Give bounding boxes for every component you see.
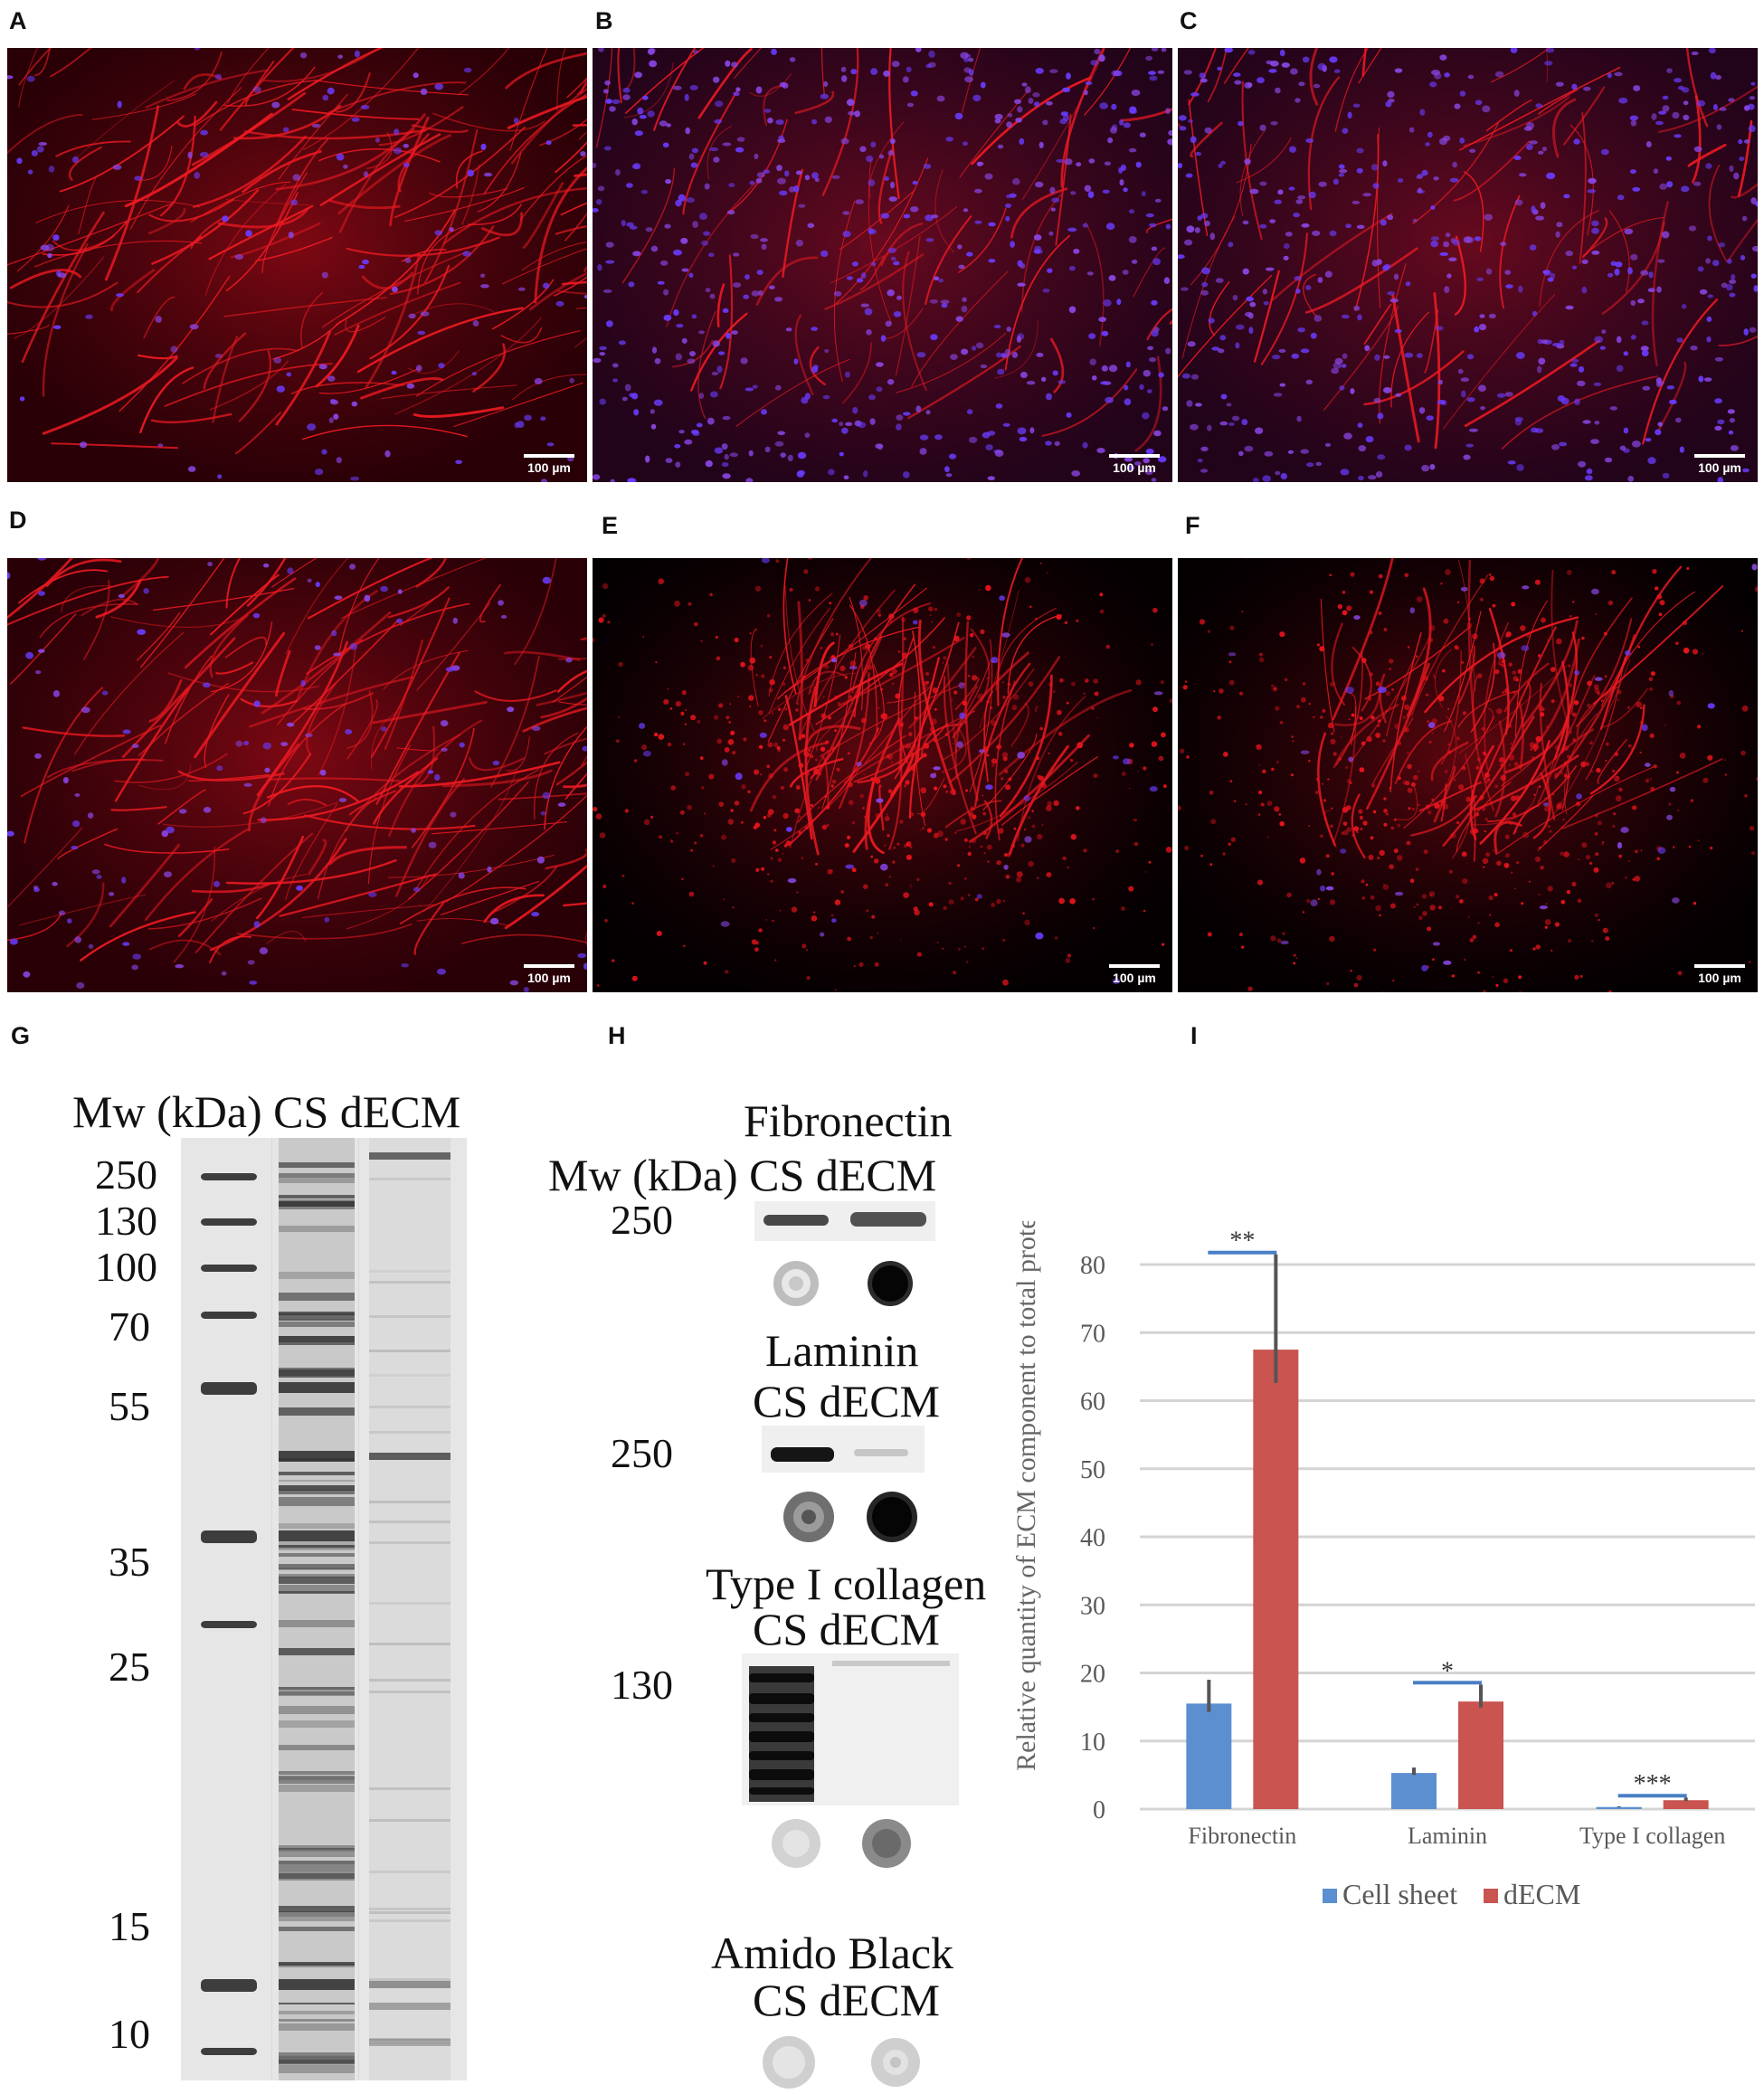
micrograph-e: 100 µm <box>593 558 1172 992</box>
scale-bar-d: 100 µm <box>524 964 574 985</box>
gel-marker-label: 25 <box>109 1644 150 1690</box>
chart-x-labels: Fibronectin Laminin Type I collagen <box>1188 1823 1725 1849</box>
y-tick-label: 50 <box>1080 1456 1105 1484</box>
gel-marker-label: 55 <box>109 1383 150 1429</box>
bar-chart: Relative quantity of ECM component to to… <box>1011 1221 1755 1910</box>
blot-fibronectin <box>754 1201 935 1306</box>
panel-letter-d: D <box>9 507 27 534</box>
bar-decm <box>1663 1800 1709 1809</box>
panel-letter-h: H <box>608 1022 626 1049</box>
micrograph-d: 100 µm <box>7 558 587 992</box>
y-tick-label: 10 <box>1080 1729 1105 1757</box>
blot-collagen-lanes: CS dECM <box>753 1604 941 1654</box>
gel-marker-label: 250 <box>95 1151 157 1198</box>
legend-label: Cell sheet <box>1342 1878 1457 1910</box>
gel-marker-label: 130 <box>95 1198 157 1244</box>
panel-letter-i: I <box>1190 1022 1198 1049</box>
gel-decm-lane <box>369 1138 450 2080</box>
gel-marker-label: 100 <box>95 1244 157 1290</box>
micrograph-a: 100 µm <box>7 48 587 482</box>
y-axis-label: Relative quantity of ECM component to to… <box>1011 1221 1041 1771</box>
panel-letter-g: G <box>11 1022 31 1049</box>
scale-bar-c: 100 µm <box>1694 454 1745 475</box>
gel-marker-label: 15 <box>109 1903 150 1949</box>
blot-laminin-lanes: CS dECM <box>753 1376 941 1426</box>
scale-bar-f: 100 µm <box>1694 964 1745 985</box>
bar-cell-sheet <box>1596 1806 1642 1809</box>
significance-marker: * <box>1441 1657 1454 1685</box>
chart-bars: ****** <box>1186 1227 1709 1809</box>
blot-amido-title: Amido Black <box>711 1928 954 1978</box>
y-tick-label: 0 <box>1093 1796 1105 1824</box>
y-tick-label: 20 <box>1080 1661 1105 1689</box>
gel-marker-label: 70 <box>109 1303 150 1350</box>
panel-letter-b: B <box>595 7 613 34</box>
bar-decm <box>1458 1701 1503 1809</box>
blot-fibronectin-mw: 250 <box>611 1197 673 1243</box>
y-tick-label: 30 <box>1080 1592 1105 1620</box>
significance-marker: ** <box>1229 1227 1255 1255</box>
panel-letter-e: E <box>602 512 619 539</box>
y-tick-label: 70 <box>1080 1320 1105 1348</box>
panel-letter-c: C <box>1180 7 1198 34</box>
chart-y-ticks: 0 10 20 30 40 50 60 70 80 <box>1080 1252 1105 1824</box>
x-category-label: Laminin <box>1408 1823 1487 1849</box>
y-tick-label: 60 <box>1080 1388 1105 1417</box>
gel-cs-lane <box>279 1138 355 2080</box>
bar-decm <box>1253 1350 1299 1809</box>
blot-laminin-title: Laminin <box>765 1325 919 1376</box>
bar-cell-sheet <box>1186 1703 1232 1809</box>
scale-bar-e: 100 µm <box>1109 964 1160 985</box>
x-category-label: Type I collagen <box>1579 1823 1725 1849</box>
micrograph-c: 100 µm <box>1178 48 1758 482</box>
legend-swatch <box>1484 1889 1498 1903</box>
blot-collagen-mw: 130 <box>611 1662 673 1708</box>
gel-ladder-lane <box>201 1173 257 2055</box>
gel-marker-label: 10 <box>109 2011 150 2057</box>
gel-marker-label: 35 <box>109 1539 150 1585</box>
blot-collagen-title: Type I collagen <box>706 1559 987 1609</box>
bar-cell-sheet <box>1391 1773 1437 1809</box>
gel-header: Mw (kDa) CS dECM <box>72 1086 461 1137</box>
x-category-label: Fibronectin <box>1188 1823 1296 1849</box>
blot-amido-lanes: CS dECM <box>753 1975 941 2025</box>
chart-legend: Cell sheet dECM <box>1323 1878 1580 1910</box>
blot-amido <box>763 2036 920 2089</box>
y-tick-label: 40 <box>1080 1524 1105 1552</box>
panel-letter-a: A <box>9 7 27 34</box>
significance-marker: *** <box>1634 1770 1672 1798</box>
micrograph-f: 100 µm <box>1178 558 1758 992</box>
blot-laminin <box>762 1426 925 1542</box>
panel-letter-f: F <box>1185 512 1200 539</box>
blot-fibronectin-title: Fibronectin <box>744 1095 953 1146</box>
scale-bar-a: 100 µm <box>524 454 574 475</box>
chart-gridlines <box>1140 1263 1755 1811</box>
scale-bar-b: 100 µm <box>1109 454 1160 475</box>
legend-swatch <box>1323 1889 1337 1903</box>
blot-collagen <box>742 1653 959 1868</box>
blot-fibronectin-header: Mw (kDa) CS dECM <box>548 1150 937 1200</box>
gel-image <box>181 1138 467 2080</box>
micrograph-b: 100 µm <box>593 48 1172 482</box>
blot-laminin-mw: 250 <box>611 1430 673 1476</box>
y-tick-label: 80 <box>1080 1252 1105 1280</box>
legend-label: dECM <box>1503 1878 1580 1910</box>
